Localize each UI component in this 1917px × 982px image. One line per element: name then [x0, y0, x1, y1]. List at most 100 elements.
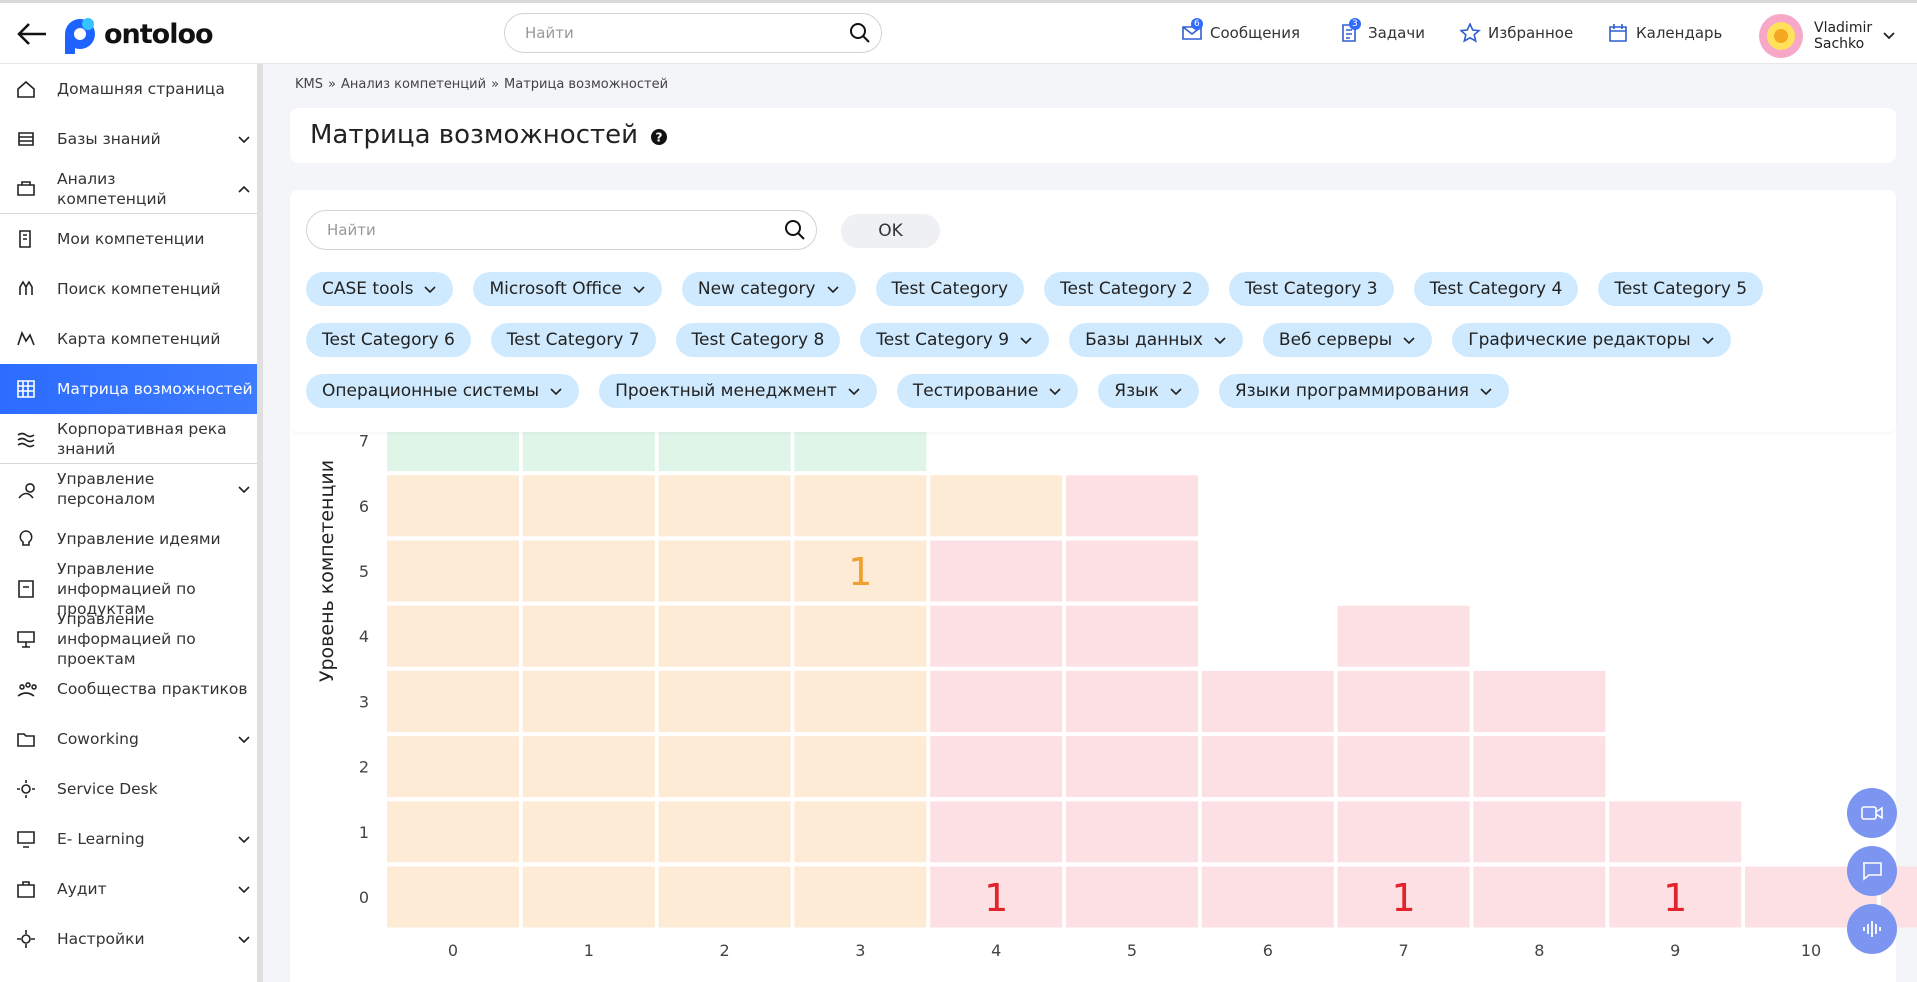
voice-button[interactable]: [1847, 904, 1897, 954]
sidebar-item[interactable]: Управление информацией по проектам: [0, 610, 257, 668]
filter-chip[interactable]: Графические редакторы: [1452, 323, 1731, 357]
breadcrumb[interactable]: Анализ компетенций: [340, 77, 487, 92]
logo[interactable]: ontoloo: [62, 13, 214, 55]
nav-icon: 6: [1182, 18, 1204, 43]
matrix-cell: [794, 736, 927, 798]
filter-chip[interactable]: Test Category 7: [490, 323, 656, 357]
sidebar-icon: [18, 483, 35, 499]
matrix-cell: [794, 605, 927, 667]
chip-label: Test Category: [891, 279, 1009, 299]
sidebar-item[interactable]: Сообщества практиков: [0, 664, 257, 714]
sidebar-icon-path: [17, 631, 35, 648]
matrix-cell: [658, 475, 791, 537]
sidebar-label: Аудит: [57, 880, 107, 898]
nav-item[interactable]: Календарь: [1608, 23, 1722, 43]
sidebar-item[interactable]: Поиск компетенций: [0, 264, 257, 314]
matrix-cell: [1473, 670, 1606, 732]
matrix-cell: [1066, 801, 1198, 863]
sidebar-item[interactable]: Coworking: [0, 714, 257, 764]
sidebar-icon-path: [17, 831, 35, 848]
filter-chip[interactable]: Test Category 3: [1228, 272, 1394, 306]
sidebar-item[interactable]: Домашняя страница: [0, 64, 257, 114]
sidebar-item[interactable]: Управление информацией по продуктам: [0, 560, 257, 618]
ok-button[interactable]: OK: [841, 214, 940, 248]
nav-item[interactable]: 3 Задачи: [1340, 18, 1425, 43]
sidebar-item[interactable]: Управление персоналом: [0, 464, 257, 514]
sidebar-item[interactable]: Карта компетенций: [0, 314, 257, 364]
sidebar-item[interactable]: Service Desk: [0, 764, 257, 814]
chip-label: Операционные системы: [322, 381, 540, 401]
header-search[interactable]: Найти: [504, 13, 882, 53]
chip-chevron: [424, 285, 437, 293]
sidebar-icon-path: [18, 483, 35, 499]
filter-chip[interactable]: Test Category 6: [306, 323, 471, 357]
matrix-cell: [522, 736, 655, 798]
sidebar-item[interactable]: E- Learning: [0, 814, 257, 864]
sidebar-item[interactable]: Базы знаний: [0, 114, 257, 164]
back-arrow[interactable]: [16, 21, 48, 47]
nav-icon-svg-path: [1609, 24, 1627, 42]
filter-chip[interactable]: Базы данных: [1069, 323, 1243, 357]
sidebar-item[interactable]: Корпоративная река знаний: [0, 414, 257, 464]
chip-chevron: [826, 285, 839, 293]
filter-chip[interactable]: Test Category 2: [1044, 272, 1209, 306]
breadcrumb[interactable]: Матрица возможностей: [504, 77, 669, 92]
video-button[interactable]: [1847, 788, 1897, 838]
chat-button[interactable]: [1847, 846, 1897, 896]
sidebar-item[interactable]: Настройки: [0, 914, 257, 964]
sidebar-label: Матрица возможностей: [57, 380, 253, 398]
filter-chip[interactable]: Тестирование: [896, 374, 1079, 408]
filter-chip[interactable]: Test Category 5: [1598, 272, 1764, 306]
sidebar-item[interactable]: Управление идеями: [0, 514, 257, 564]
user[interactable]: Vladimir Sachko: [1758, 13, 1896, 59]
x-tick-label: 7: [1399, 941, 1409, 960]
sidebar-icon-path: [19, 280, 33, 295]
filter-chip[interactable]: Test Category 4: [1413, 272, 1579, 306]
logo-text: ontoloo: [104, 18, 214, 50]
chip-chevron-path: [1020, 336, 1032, 344]
filter-chip[interactable]: Языки программирования: [1218, 374, 1510, 408]
nav-label: Задачи: [1368, 24, 1425, 42]
y-tick-label: 0: [359, 888, 369, 907]
chip-chevron-path: [1214, 336, 1226, 344]
sidebar-scrollbar[interactable]: [257, 64, 263, 982]
sidebar-item[interactable]: Матрица возможностей: [0, 364, 257, 414]
sidebar-icon-path: [18, 580, 34, 598]
sidebar-icon: [17, 181, 35, 196]
breadcrumb[interactable]: KMS: [295, 77, 323, 92]
filter-search-placeholder: Найти: [327, 221, 376, 239]
sidebar-item[interactable]: Аудит: [0, 864, 257, 914]
sidebar-icon: [19, 230, 31, 248]
matrix-cell: [658, 540, 791, 602]
matrix-cell: [930, 736, 1063, 798]
sidebar-item[interactable]: Мои компетенции: [0, 214, 257, 264]
filter-chip[interactable]: Проектный менеджмент: [599, 374, 877, 408]
x-tick-label: 9: [1670, 941, 1680, 960]
cell-count: 1: [984, 876, 1008, 920]
nav-icon: [1608, 23, 1630, 43]
filter-chip[interactable]: Microsoft Office: [473, 272, 662, 306]
filter-search[interactable]: Найти: [306, 210, 817, 250]
nav-icon-svg-path: [1459, 22, 1481, 43]
nav-item[interactable]: Избранное: [1459, 22, 1573, 43]
sidebar-label: Анализ компетенций: [57, 170, 167, 208]
x-tick-label: 0: [448, 941, 458, 960]
chip-chevron: [1020, 336, 1032, 344]
sidebar-icon: [17, 682, 37, 697]
filter-chip[interactable]: Test Category 8: [675, 323, 841, 357]
help-icon[interactable]: ?: [650, 128, 668, 146]
filter-chip[interactable]: Test Category: [875, 272, 1025, 306]
filter-chip[interactable]: New category: [681, 272, 856, 306]
chip-label: Тестирование: [912, 381, 1039, 401]
filter-chip[interactable]: Test Category 9: [860, 323, 1050, 357]
sidebar-item[interactable]: Анализ компетенций: [0, 164, 257, 214]
filter-chip[interactable]: Веб серверы: [1262, 323, 1433, 357]
sidebar-label: Поиск компетенций: [57, 280, 221, 298]
filter-chip[interactable]: Язык: [1098, 374, 1199, 408]
nav-item[interactable]: 6 Сообщения: [1182, 18, 1300, 43]
user-first-name: Vladimir: [1814, 20, 1873, 36]
filter-chip[interactable]: CASE tools: [306, 272, 454, 306]
cell-count: 1: [1663, 876, 1687, 920]
filter-chip[interactable]: Операционные системы: [306, 374, 580, 408]
matrix-cell: [1201, 801, 1334, 863]
